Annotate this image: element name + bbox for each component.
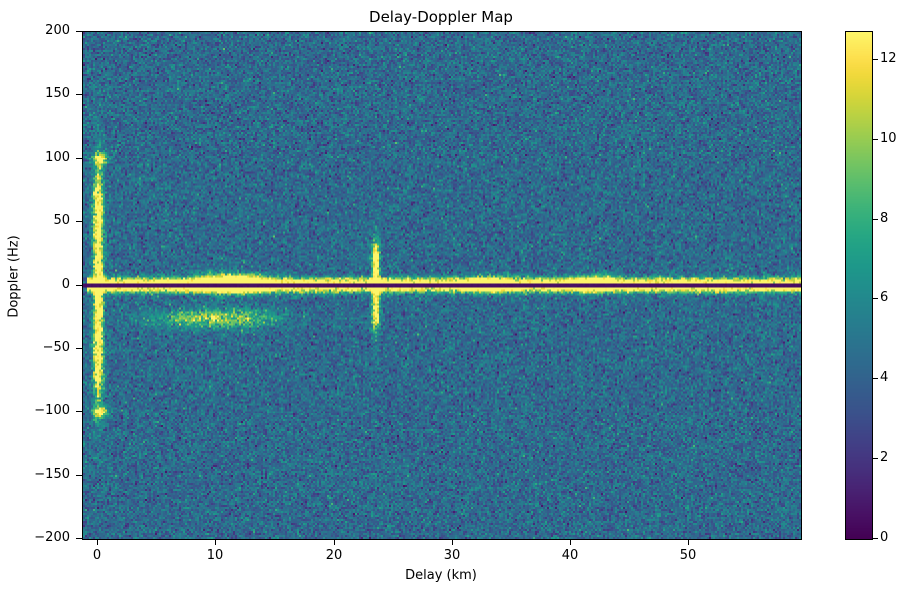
colorbar-tick-mark xyxy=(873,458,878,459)
colorbar-tick-label: 0 xyxy=(880,530,889,545)
x-tick-label: 10 xyxy=(206,548,224,563)
x-tick-label: 40 xyxy=(561,548,579,563)
y-tick-mark xyxy=(76,348,82,349)
colorbar-tick-label: 12 xyxy=(880,51,897,66)
colorbar-tick-mark xyxy=(873,298,878,299)
y-tick-mark xyxy=(76,31,82,32)
delay-doppler-heatmap xyxy=(83,32,801,539)
colorbar-tick-label: 2 xyxy=(880,450,889,465)
x-tick-label: 0 xyxy=(92,548,102,563)
y-tick-mark xyxy=(76,285,82,286)
y-axis-label: Doppler (Hz) xyxy=(6,235,22,318)
colorbar-tick-label: 4 xyxy=(880,370,889,385)
colorbar-tick-mark xyxy=(873,219,878,220)
x-tick-label: 20 xyxy=(325,548,343,563)
y-tick-mark xyxy=(76,158,82,159)
x-axis-label: Delay (km) xyxy=(405,568,477,583)
y-tick-mark xyxy=(76,538,82,539)
y-tick-mark xyxy=(76,411,82,412)
colorbar-tick-label: 8 xyxy=(880,211,889,226)
x-tick-mark xyxy=(334,539,335,545)
colorbar-gradient xyxy=(846,32,872,539)
y-tick-mark xyxy=(76,221,82,222)
colorbar-tick-mark xyxy=(873,139,878,140)
x-tick-mark xyxy=(570,539,571,545)
y-tick-mark xyxy=(76,94,82,95)
y-tick-label: −150 xyxy=(34,467,70,482)
colorbar-tick-mark xyxy=(873,538,878,539)
y-tick-label: −50 xyxy=(42,340,70,355)
x-tick-label: 50 xyxy=(679,548,697,563)
y-tick-label: 0 xyxy=(61,277,70,292)
colorbar-tick-label: 6 xyxy=(880,290,889,305)
y-tick-label: −200 xyxy=(34,530,70,545)
colorbar-tick-mark xyxy=(873,378,878,379)
y-tick-mark xyxy=(76,475,82,476)
colorbar xyxy=(845,31,873,540)
page-title: Delay-Doppler Map xyxy=(369,8,513,26)
x-tick-mark xyxy=(97,539,98,545)
x-tick-label: 30 xyxy=(443,548,461,563)
y-tick-label: 100 xyxy=(45,150,70,165)
y-tick-label: 200 xyxy=(45,23,70,38)
y-tick-label: 50 xyxy=(53,213,70,228)
x-tick-mark xyxy=(688,539,689,545)
y-tick-label: 150 xyxy=(45,86,70,101)
colorbar-tick-mark xyxy=(873,59,878,60)
colorbar-tick-label: 10 xyxy=(880,131,897,146)
x-tick-mark xyxy=(215,539,216,545)
y-tick-label: −100 xyxy=(34,403,70,418)
heatmap-plot-area xyxy=(82,31,802,540)
x-tick-mark xyxy=(452,539,453,545)
